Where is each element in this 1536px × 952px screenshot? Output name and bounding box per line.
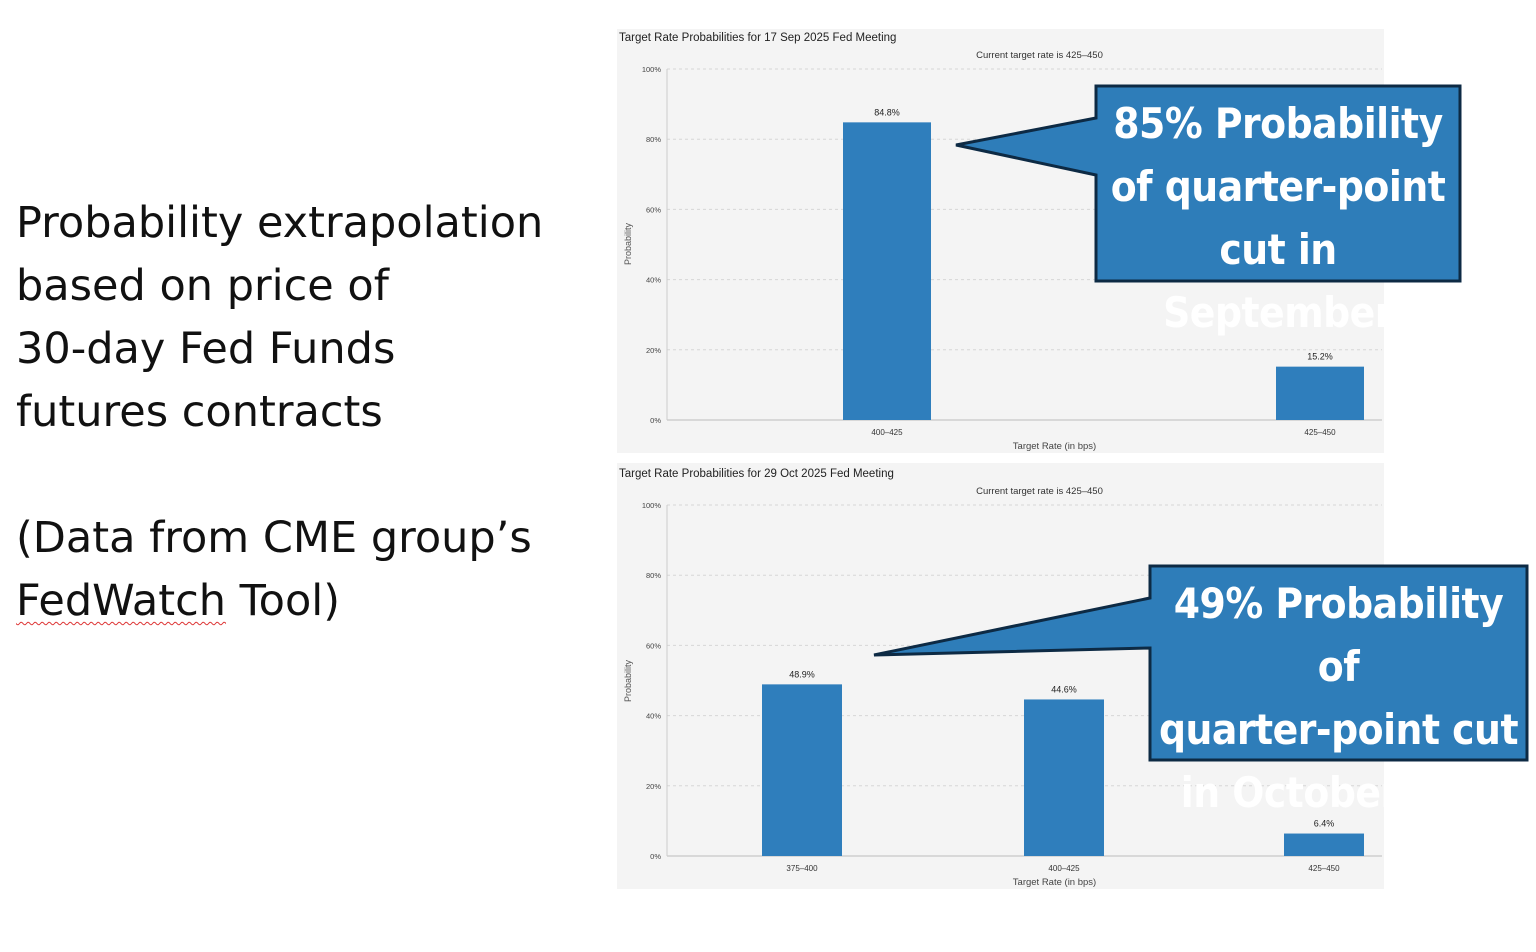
y-tick-label: 60% [646, 205, 661, 214]
x-category-label: 400–425 [1048, 864, 1080, 873]
callout-line: of quarter-point [1110, 162, 1446, 211]
y-axis-label: Probability [623, 659, 633, 702]
source-note-rest: Tool) [226, 576, 340, 626]
y-tick-label: 0% [650, 852, 661, 861]
chart-subtitle: Current target rate is 425–450 [976, 50, 1103, 61]
callout-line: cut in September [1163, 225, 1393, 337]
y-tick-label: 40% [646, 712, 661, 721]
y-tick-label: 20% [646, 782, 661, 791]
callout-line: quarter-point cut [1158, 705, 1519, 754]
intro-paragraph: Probability extrapolation based on price… [16, 192, 596, 444]
chart-subtitle: Current target rate is 425–450 [976, 486, 1103, 497]
bar-value-label: 15.2% [1307, 352, 1333, 362]
x-category-label: 375–400 [786, 864, 818, 873]
callout-line: 85% Probability [1113, 99, 1443, 148]
y-tick-label: 0% [650, 416, 661, 425]
x-category-label: 425–450 [1304, 428, 1336, 437]
y-tick-label: 80% [646, 135, 661, 144]
x-axis-label: Target Rate (in bps) [1013, 877, 1096, 888]
bar [843, 122, 931, 421]
x-category-label: 400–425 [871, 428, 903, 437]
intro-text: Probability extrapolation based on price… [16, 192, 596, 633]
callout-line: 49% Probability of [1173, 579, 1504, 691]
bar-value-label: 48.9% [789, 669, 815, 679]
y-tick-label: 80% [646, 571, 661, 580]
y-tick-label: 60% [646, 641, 661, 650]
bar [1276, 366, 1364, 420]
y-tick-label: 100% [642, 65, 662, 74]
y-tick-label: 100% [642, 501, 662, 510]
spellcheck-word: FedWatch [16, 576, 227, 626]
y-tick-label: 20% [646, 346, 661, 355]
bar-value-label: 44.6% [1051, 684, 1077, 694]
bar-value-label: 6.4% [1314, 819, 1335, 829]
chart-title: Target Rate Probabilities for 17 Sep 202… [619, 32, 896, 44]
chart-september: Target Rate Probabilities for 17 Sep 202… [619, 32, 1382, 452]
x-category-label: 425–450 [1308, 864, 1340, 873]
chart-title: Target Rate Probabilities for 29 Oct 202… [619, 468, 894, 480]
intro-line: futures contracts [16, 387, 383, 437]
callout-september: 85% Probability of quarter-point cut in … [1100, 92, 1456, 344]
x-axis-label: Target Rate (in bps) [1013, 441, 1096, 452]
intro-line: based on price of [16, 261, 389, 311]
bar [1024, 699, 1104, 856]
callout-october: 49% Probability of quarter-point cut in … [1154, 572, 1523, 824]
intro-line: 30-day Fed Funds [16, 324, 396, 374]
y-axis-label: Probability [623, 222, 633, 265]
bar-value-label: 84.8% [874, 107, 900, 117]
y-tick-label: 40% [646, 276, 661, 285]
callout-line: in October also [1180, 768, 1497, 817]
source-note-line: FedWatch Tool) [16, 570, 596, 633]
bar [1284, 833, 1364, 856]
source-note-line: (Data from CME group’s [16, 513, 532, 563]
intro-line: Probability extrapolation [16, 198, 544, 248]
bar [762, 684, 842, 856]
source-note: (Data from CME group’s FedWatch Tool) [16, 507, 596, 633]
